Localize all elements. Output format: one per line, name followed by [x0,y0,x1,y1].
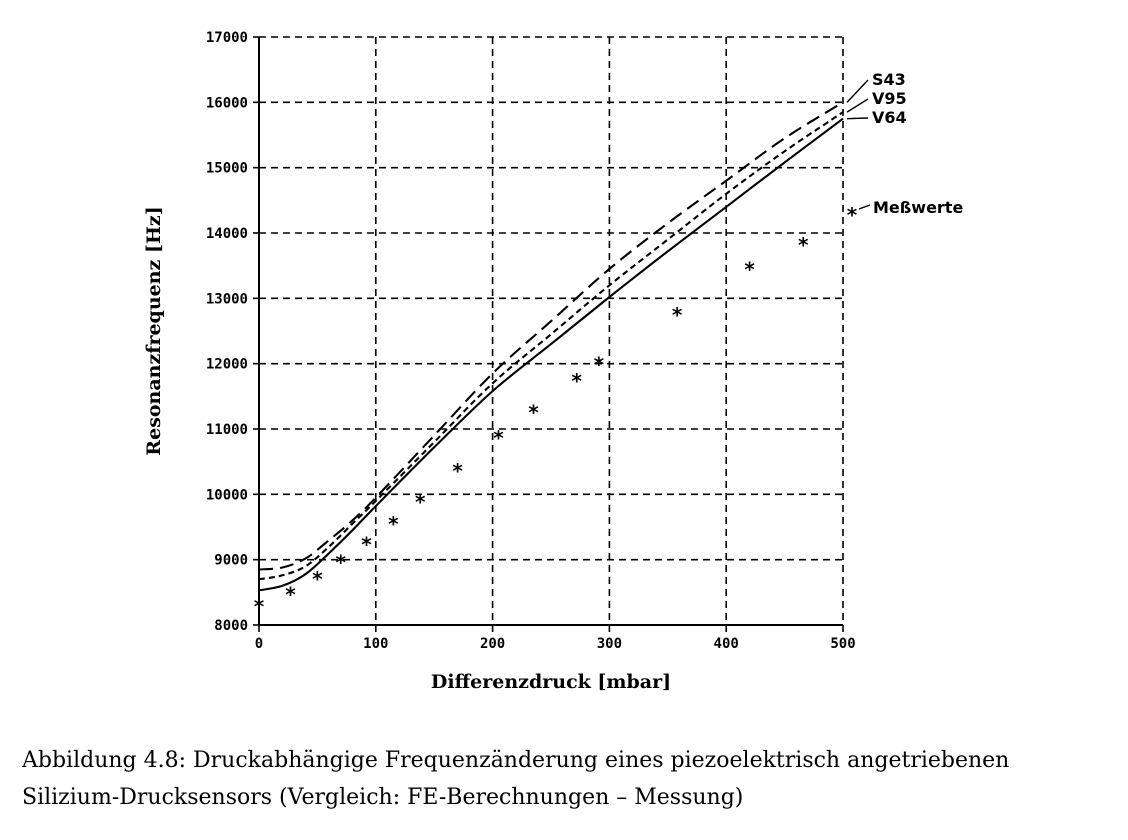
x-tick-label-0: 0 [255,636,263,652]
measurement-point: * [336,551,347,575]
series-label-v95: V95 [872,89,907,108]
measurement-point: * [528,400,539,424]
measurement-point: * [744,257,755,281]
figure-caption: Abbildung 4.8: Druckabhängige Frequenzän… [22,742,1112,816]
series-leader-v95 [846,98,869,113]
measurement-point: * [798,233,809,257]
y-tick-label-12000: 12000 [206,357,248,373]
chart: 0 100 200 300 400 500 8000 9000 10000 11000 12000 1… [143,30,963,693]
measurement-point: * [285,583,296,607]
measurement-markers: * * * * * * * * * * * * * * * [254,233,809,618]
y-tick-label-13000: 13000 [206,291,248,307]
y-axis-label: Resonanzfrequenz [Hz] [143,206,165,455]
x-axis-label: Differenzdruck [mbar] [431,671,671,693]
x-tick-label-100: 100 [363,636,388,652]
x-tick-label-200: 200 [480,636,505,652]
series-line-v95 [258,111,844,581]
x-tick-label-400: 400 [714,636,739,652]
measurement-point: * [452,459,463,483]
measurement-point: * [415,490,426,514]
series-line-s43 [258,101,844,571]
y-tick-label-10000: 10000 [206,487,248,503]
legend-label-messwerte: Meßwerte [873,198,963,217]
y-tick-label-8000: 8000 [214,618,248,634]
measurement-point: * [571,369,582,393]
series-leader-v64 [846,117,869,120]
measurement-point: * [312,567,323,591]
x-tick-label-300: 300 [597,636,622,652]
caption-line-2: Silizium-Drucksensors (Vergleich: FE-Ber… [22,785,744,810]
grid-lines [259,36,844,625]
series-label-v64: V64 [872,108,907,127]
tick-labels: 0 100 200 300 400 500 8000 9000 10000 11000 12000 1… [206,30,856,652]
y-tick-label-9000: 9000 [214,553,248,569]
y-tick-label-15000: 15000 [206,161,248,177]
caption-line-1: Abbildung 4.8: Druckabhängige Frequenzän… [22,748,1010,773]
x-tick-label-500: 500 [830,636,855,652]
series-label-s43: S43 [872,70,906,89]
legend-marker-messwerte: * [847,203,858,227]
measurement-point: * [594,353,605,377]
axes [253,36,844,632]
series-line-v64 [258,117,844,592]
y-tick-label-14000: 14000 [206,226,248,242]
measurement-point: * [254,594,265,618]
measurement-point: * [361,532,372,556]
legend-leader-messwerte [858,204,871,210]
y-tick-label-16000: 16000 [206,95,248,111]
measurement-point: * [672,303,683,327]
y-tick-label-11000: 11000 [206,422,248,438]
measurement-point: * [493,426,504,450]
series-lines [258,101,844,592]
y-tick-label-17000: 17000 [206,30,248,46]
measurement-point: * [388,512,399,536]
series-leader-s43 [846,79,869,103]
